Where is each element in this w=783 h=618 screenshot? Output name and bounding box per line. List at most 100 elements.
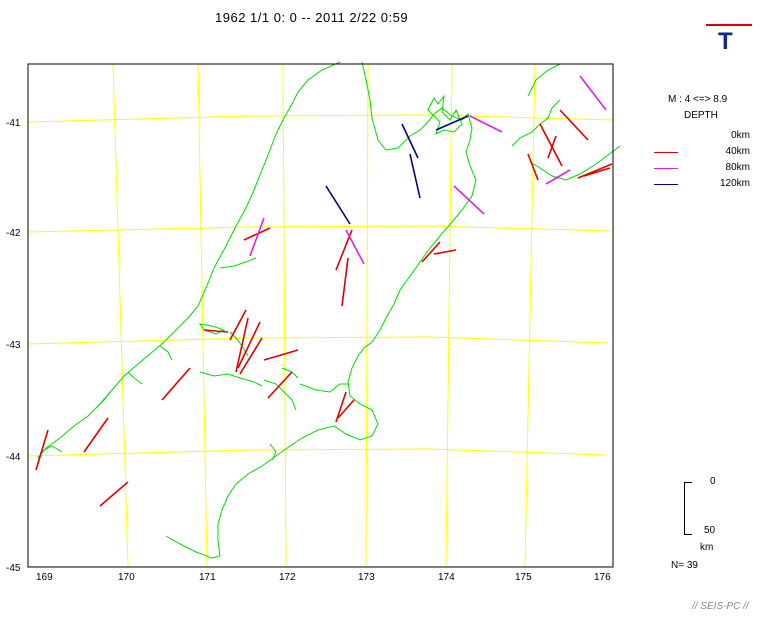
coast-bay bbox=[219, 257, 257, 269]
lon-tick-label: 170 bbox=[118, 572, 135, 583]
lat-tick-label: -41 bbox=[6, 118, 21, 129]
north-island-coast bbox=[527, 63, 561, 97]
lon-tick-label: 169 bbox=[36, 572, 53, 583]
legend-label: 80km bbox=[725, 162, 750, 173]
lake-3 bbox=[299, 383, 350, 393]
lake-1 bbox=[198, 323, 226, 335]
lon-tick-label: 171 bbox=[199, 572, 216, 583]
lake-2 bbox=[263, 379, 297, 411]
scale-unit: km bbox=[700, 542, 714, 553]
segment-40km bbox=[229, 309, 247, 341]
legend-row-40km: 40km bbox=[640, 146, 780, 158]
segment-40km bbox=[433, 249, 457, 255]
lon-tick-label: 175 bbox=[515, 572, 532, 583]
south-tip bbox=[165, 535, 221, 559]
segment-80km bbox=[345, 229, 365, 265]
depth-scale-bar: 0 50 km bbox=[676, 476, 746, 556]
segment-40km bbox=[99, 481, 129, 507]
river-1 bbox=[199, 371, 263, 387]
legend-magnitude: M : 4 <=> 8.9 bbox=[668, 94, 728, 105]
segment-40km bbox=[161, 367, 191, 401]
legend-label: 120km bbox=[719, 178, 750, 189]
meridian-172 bbox=[282, 63, 287, 568]
legend-label: 0km bbox=[731, 130, 750, 141]
legend-row-80km: 80km bbox=[640, 162, 780, 174]
segment-120km bbox=[325, 185, 351, 225]
segment-80km bbox=[249, 217, 265, 257]
segment-40km bbox=[559, 109, 589, 141]
segment-40km bbox=[243, 227, 271, 241]
segment-40km bbox=[83, 417, 109, 453]
lon-tick-label: 174 bbox=[438, 572, 455, 583]
lake-6 bbox=[269, 443, 277, 461]
segment-120km bbox=[401, 123, 419, 159]
segment-80km bbox=[453, 185, 485, 215]
lon-tick-labels: 169 170 171 172 173 174 175 176 bbox=[36, 572, 611, 583]
segment-40km bbox=[539, 123, 563, 167]
segment-120km bbox=[409, 153, 421, 199]
parallel-41 bbox=[27, 114, 614, 123]
lon-tick-label: 173 bbox=[358, 572, 375, 583]
segment-40km bbox=[341, 257, 349, 307]
lon-tick-label: 172 bbox=[279, 572, 296, 583]
lat-tick-label: -42 bbox=[6, 228, 21, 239]
event-count: N= 39 bbox=[671, 560, 698, 571]
lon-tick-label: 176 bbox=[594, 572, 611, 583]
scale-tick-bottom bbox=[684, 534, 692, 535]
legend-depth-title: DEPTH bbox=[684, 110, 718, 121]
lat-tick-label: -43 bbox=[6, 340, 21, 351]
meridian-170 bbox=[112, 63, 129, 568]
segment-40km bbox=[335, 391, 347, 423]
meridian-175 bbox=[524, 63, 536, 568]
segment-80km bbox=[545, 169, 571, 185]
parallel-43 bbox=[27, 336, 609, 345]
legend-row-0km: 0km bbox=[640, 130, 780, 142]
legend-swatch bbox=[654, 184, 678, 185]
segment-40km bbox=[235, 317, 249, 373]
segment-120km bbox=[435, 115, 469, 131]
meridian-171 bbox=[197, 63, 208, 568]
west-coast bbox=[37, 61, 341, 459]
parallel-42 bbox=[27, 225, 611, 233]
axis-segments bbox=[35, 75, 613, 507]
legend-row-120km: 120km bbox=[640, 178, 780, 190]
legend-label: 40km bbox=[725, 146, 750, 157]
segment-40km bbox=[239, 337, 263, 375]
logo-bar bbox=[706, 24, 752, 26]
river-3 bbox=[127, 371, 143, 385]
north-island-south bbox=[529, 145, 621, 181]
map-frame bbox=[27, 63, 614, 568]
lat-tick-label: -44 bbox=[6, 452, 21, 463]
credit-text: // SEIS-PC // bbox=[692, 601, 749, 612]
meridian-173 bbox=[365, 63, 369, 568]
scale-vertical bbox=[684, 482, 685, 534]
marlborough-sounds bbox=[427, 94, 463, 135]
segment-40km bbox=[203, 329, 229, 333]
lake-5 bbox=[159, 345, 173, 361]
map-title: 1962 1/1 0: 0 -- 2011 2/22 0:59 bbox=[215, 10, 409, 25]
scale-tick-top bbox=[684, 482, 692, 483]
parallel-44 bbox=[27, 448, 607, 457]
segment-40km bbox=[35, 429, 49, 471]
scale-label-bottom: 50 bbox=[704, 525, 716, 536]
segment-40km bbox=[267, 371, 293, 399]
segment-40km bbox=[263, 349, 299, 361]
river-4 bbox=[95, 391, 111, 409]
logo-letter: T bbox=[718, 28, 733, 55]
east-coast bbox=[217, 61, 477, 557]
segment-40km bbox=[577, 163, 613, 179]
legend-swatch bbox=[654, 168, 678, 169]
coastline bbox=[37, 61, 621, 559]
segment-80km bbox=[579, 75, 607, 111]
lat-tick-labels: -41 -42 -43 -44 -45 bbox=[6, 118, 21, 574]
segment-40km bbox=[337, 399, 355, 419]
segment-40km bbox=[237, 321, 261, 369]
lat-tick-label: -45 bbox=[6, 563, 21, 574]
meridian-174 bbox=[445, 63, 453, 568]
t-axis-logo: T bbox=[700, 20, 756, 60]
segment-40km bbox=[527, 153, 539, 181]
scale-label-top: 0 bbox=[710, 476, 716, 487]
legend-swatch bbox=[654, 152, 678, 153]
segment-40km bbox=[547, 135, 557, 159]
